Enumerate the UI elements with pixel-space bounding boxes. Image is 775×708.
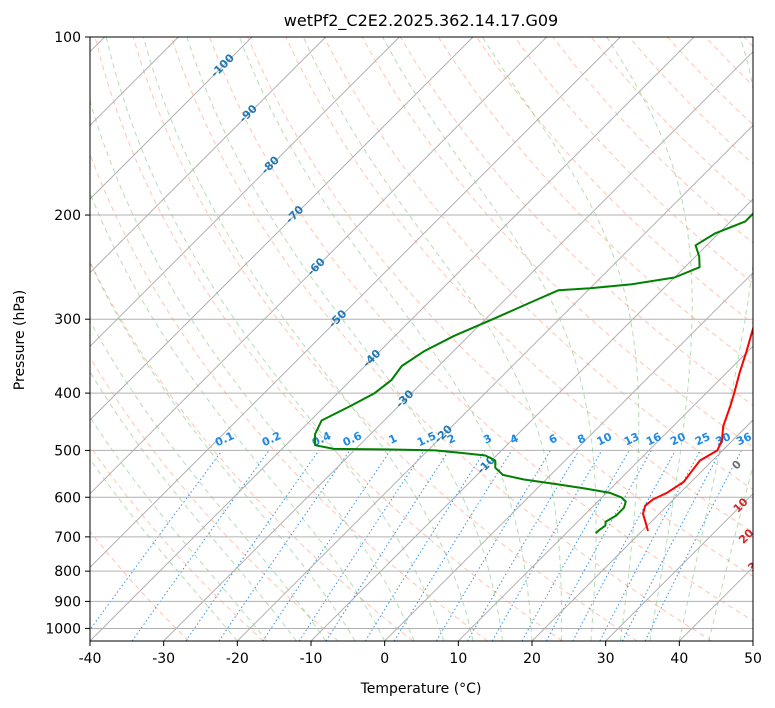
moist-adiabat-label: 30 xyxy=(745,554,765,574)
isotherm-line xyxy=(310,198,753,641)
moist-adiabat xyxy=(142,37,474,641)
dewpoint-profile xyxy=(313,212,753,534)
mixing-ratio-line xyxy=(185,450,320,641)
x-tick-label: -20 xyxy=(226,651,249,667)
y-tick-label: 300 xyxy=(54,312,81,328)
mixing-ratio-line xyxy=(90,450,223,631)
x-tick-label: -10 xyxy=(300,651,323,667)
grid-lines xyxy=(90,37,753,641)
moist-adiabat xyxy=(382,37,597,641)
dry-adiabat xyxy=(170,37,712,641)
plot-background xyxy=(90,37,753,641)
mixing-ratio-line xyxy=(644,450,742,641)
dry-adiabat xyxy=(514,37,753,284)
isotherm-line xyxy=(90,37,327,274)
isotherm-line xyxy=(457,345,753,641)
dry-adiabat xyxy=(94,37,563,641)
y-tick-label: 700 xyxy=(54,530,81,546)
plot-frame xyxy=(89,36,754,642)
mixing-ratio-line xyxy=(262,450,391,641)
x-axis-title: Temperature (°C) xyxy=(360,681,482,697)
mixing-ratio-label: 16 xyxy=(644,430,664,448)
mixing-ratio-label: 20 xyxy=(668,430,688,448)
isotherm-line xyxy=(90,37,548,495)
x-tick-label: 50 xyxy=(744,651,762,667)
mixing-ratio-line xyxy=(298,450,425,641)
mixing-ratio-line xyxy=(572,450,676,641)
moist-adiabat xyxy=(90,458,238,641)
x-tick-label: -40 xyxy=(79,651,102,667)
dry-adiabat xyxy=(90,356,339,641)
dry-adiabat xyxy=(247,37,753,577)
mixing-ratio-line xyxy=(621,450,722,641)
chart-title: wetPf2_C2E2.2025.362.14.17.G09 xyxy=(284,11,558,31)
y-tick-label: 200 xyxy=(54,208,81,224)
y-tick-label: 1000 xyxy=(45,621,81,637)
y-axis-title: Pressure (hPa) xyxy=(12,290,28,390)
mixing-ratio-label: 13 xyxy=(622,430,641,448)
moist-adiabat xyxy=(105,37,445,641)
moist-adiabat xyxy=(90,416,268,641)
mixing-ratio-label: 30 xyxy=(714,430,734,448)
moist-adiabat xyxy=(90,370,297,641)
moist-adiabat xyxy=(90,261,356,641)
isotherm-line xyxy=(90,37,474,421)
profile-lines xyxy=(313,212,753,534)
dry-adiabat xyxy=(399,37,753,407)
mixing-ratio-label: 10 xyxy=(595,430,615,448)
dry-adiabat xyxy=(90,445,264,641)
moist-adiabat xyxy=(238,37,533,641)
moist-adiabat xyxy=(302,37,563,641)
isotherm-line xyxy=(531,419,753,641)
y-tick-label: 600 xyxy=(54,490,81,506)
x-axis: -40 -30 -20 -10 0 10 20 30 40 50 xyxy=(79,641,762,667)
y-tick-label: 800 xyxy=(54,564,81,580)
mixing-ratio-line xyxy=(545,450,652,641)
y-tick-label: 500 xyxy=(54,443,81,459)
mixing-ratio-line xyxy=(325,450,450,641)
mixing-ratio-line xyxy=(521,450,630,641)
moist-adiabat-label: 40 xyxy=(761,582,775,602)
isotherm-line xyxy=(90,37,253,200)
isotherm-line xyxy=(163,50,753,641)
moist-adiabat xyxy=(90,191,386,641)
dry-adiabat xyxy=(132,37,638,641)
x-tick-label: 0 xyxy=(380,651,389,667)
mixing-ratio-label: 25 xyxy=(693,430,712,448)
mixing-ratio-line xyxy=(393,450,513,641)
isotherm-line xyxy=(752,640,753,641)
y-axis: 100 200 300 400 500 600 700 800 900 1000 xyxy=(45,30,90,637)
dry-adiabat xyxy=(209,37,753,622)
mixing-ratio-label: 36 xyxy=(734,430,754,448)
mixing-ratio-line xyxy=(218,450,351,641)
dry-adiabat xyxy=(90,152,488,641)
background-lines xyxy=(90,37,753,641)
isotherm-line xyxy=(384,271,753,641)
x-tick-label: 10 xyxy=(449,651,467,667)
x-tick-label: -30 xyxy=(152,651,175,667)
dry-adiabat xyxy=(90,530,190,641)
isotherm-line xyxy=(605,492,753,641)
temperature-profile xyxy=(642,325,753,532)
isotherm-line xyxy=(90,37,400,348)
x-tick-label: 30 xyxy=(597,651,615,667)
moist-adiabat xyxy=(481,37,640,641)
x-tick-label: 20 xyxy=(523,651,541,667)
y-tick-label: 400 xyxy=(54,386,81,402)
isotherm-line xyxy=(90,37,695,641)
y-tick-label: 100 xyxy=(54,30,81,46)
y-tick-label: 900 xyxy=(54,594,81,610)
isotherm-line xyxy=(90,37,621,569)
isotherm-line xyxy=(236,124,753,641)
x-tick-label: 40 xyxy=(670,651,688,667)
